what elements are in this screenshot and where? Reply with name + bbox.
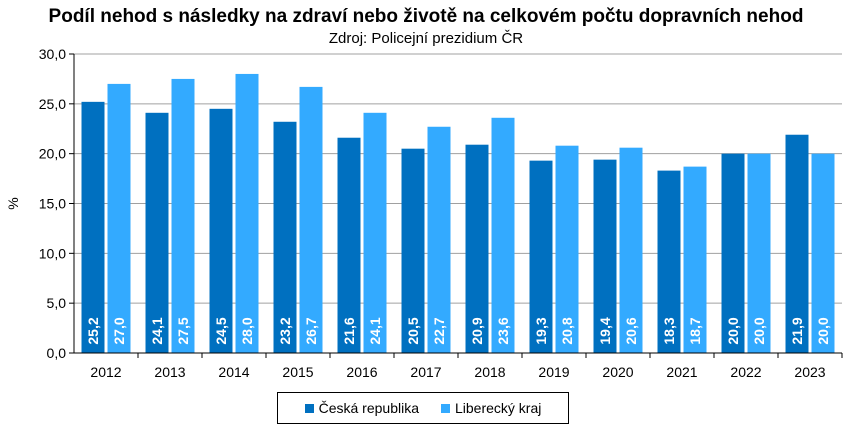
x-tick-label: 2022: [730, 364, 761, 380]
y-tick-label: 5,0: [47, 295, 67, 311]
data-label: 28,0: [239, 317, 255, 344]
legend: Česká republika Liberecký kraj: [277, 392, 569, 424]
bar-series-1: [593, 159, 617, 353]
data-label: 20,0: [725, 317, 741, 344]
x-tick-label: 2014: [218, 364, 249, 380]
data-label: 27,0: [111, 317, 127, 344]
x-tick-label: 2012: [90, 364, 121, 380]
bar-series-2: [363, 112, 387, 353]
data-label: 21,9: [789, 317, 805, 344]
bar-series-2: [683, 166, 707, 353]
data-label: 25,2: [85, 317, 101, 344]
data-label: 21,6: [341, 317, 357, 344]
x-tick-label: 2016: [346, 364, 377, 380]
legend-label-series-1: Česká republika: [318, 400, 419, 416]
bar-series-1: [657, 170, 681, 353]
y-tick-label: 30,0: [39, 46, 66, 62]
data-label: 22,7: [431, 317, 447, 344]
x-tick-label: 2013: [154, 364, 185, 380]
data-label: 26,7: [303, 317, 319, 344]
legend-swatch-series-2: [441, 403, 450, 413]
data-label: 23,6: [495, 317, 511, 344]
bar-series-2: [619, 147, 643, 353]
y-tick-label: 10,0: [39, 245, 66, 261]
bar-series-2: [171, 78, 195, 354]
x-tick-label: 2021: [666, 364, 697, 380]
chart-title: Podíl nehod s následky na zdraví nebo ži…: [48, 6, 804, 27]
bar-series-1: [721, 153, 745, 353]
bar-series-2: [491, 117, 515, 353]
data-label: 24,1: [149, 317, 165, 344]
bar-series-2: [555, 145, 579, 353]
data-label: 20,9: [469, 317, 485, 344]
y-axis-label: %: [5, 197, 21, 209]
y-tick-label: 20,0: [39, 146, 66, 162]
bar-series-1: [145, 112, 169, 353]
bar-series-1: [273, 121, 297, 353]
legend-item-series-1: Česká republika: [304, 400, 419, 416]
data-label: 19,3: [533, 317, 549, 344]
bar-series-1: [81, 101, 105, 353]
x-tick-label: 2020: [602, 364, 633, 380]
x-tick-label: 2018: [474, 364, 505, 380]
x-tick-label: 2023: [794, 364, 825, 380]
bar-series-1: [209, 108, 233, 353]
bar-series-2: [299, 86, 323, 353]
bar-series-2: [747, 153, 771, 353]
data-label: 24,5: [213, 317, 229, 344]
x-tick-label: 2015: [282, 364, 313, 380]
bar-series-1: [401, 148, 425, 353]
data-label: 20,8: [559, 317, 575, 344]
data-label: 24,1: [367, 317, 383, 344]
data-label: 27,5: [175, 317, 191, 344]
legend-swatch-series-1: [304, 403, 314, 413]
y-tick-label: 25,0: [39, 96, 66, 112]
y-tick-label: 15,0: [39, 196, 66, 212]
bar-series-1: [785, 134, 809, 353]
bar-series-1: [529, 160, 553, 353]
bar-series-1: [337, 137, 361, 353]
bar-series-2: [107, 83, 131, 354]
bar-series-2: [427, 126, 451, 353]
data-label: 20,5: [405, 317, 421, 344]
data-label: 18,7: [687, 317, 703, 344]
y-tick-label: 0,0: [47, 345, 67, 361]
chart-subtitle: Zdroj: Policejní prezidium ČR: [328, 30, 524, 47]
legend-label-series-2: Liberecký kraj: [455, 400, 542, 416]
data-label: 19,4: [597, 317, 613, 344]
data-label: 23,2: [277, 317, 293, 344]
x-tick-label: 2017: [410, 364, 441, 380]
bar-series-1: [465, 144, 489, 353]
data-label: 20,0: [815, 317, 831, 344]
data-label: 20,0: [751, 317, 767, 344]
x-tick-label: 2019: [538, 364, 569, 380]
data-label: 18,3: [661, 317, 677, 344]
bar-series-2: [811, 153, 835, 353]
legend-item-series-2: Liberecký kraj: [441, 400, 541, 416]
data-label: 20,6: [623, 317, 639, 344]
bar-series-2: [235, 73, 259, 353]
